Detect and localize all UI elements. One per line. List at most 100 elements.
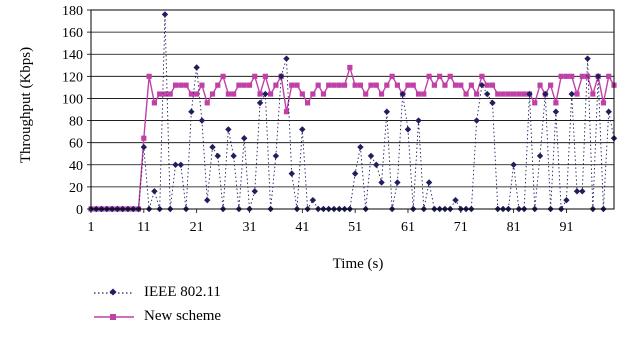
data-point-ieee-80211 [425, 179, 433, 186]
data-point-new-scheme [357, 82, 364, 88]
data-point-ieee-80211 [383, 108, 391, 115]
data-point-ieee-80211 [288, 170, 295, 177]
data-point-ieee-80211 [573, 188, 581, 195]
data-point-new-scheme [558, 73, 564, 79]
data-point-new-scheme [426, 73, 432, 79]
data-point-new-scheme [378, 91, 385, 97]
data-point-new-scheme [273, 82, 279, 88]
data-point-new-scheme [172, 82, 179, 88]
data-point-new-scheme [548, 82, 554, 88]
data-point-ieee-80211 [510, 161, 517, 168]
data-point-ieee-80211 [351, 170, 359, 177]
data-point-new-scheme [505, 91, 511, 97]
data-point-new-scheme [384, 82, 390, 88]
data-point-new-scheme [352, 82, 358, 88]
y-tick-labels: 0 20 40 60 80 100 120 140 160 180 [62, 4, 83, 218]
data-point-new-scheme [442, 82, 448, 88]
y-tick-label: 180 [62, 4, 83, 19]
data-point-new-scheme [294, 82, 300, 88]
data-point-new-scheme [368, 82, 374, 88]
data-point-new-scheme [199, 82, 205, 88]
data-point-ieee-80211 [489, 99, 496, 107]
data-point-ieee-80211 [230, 152, 237, 160]
y-tick-label: 40 [69, 159, 83, 174]
data-point-new-scheme [310, 91, 316, 97]
legend-swatch-ieee [94, 287, 134, 296]
data-point-new-scheme [162, 91, 168, 97]
data-point-ieee-80211 [563, 196, 570, 204]
data-point-new-scheme [347, 64, 353, 71]
data-point-new-scheme [215, 82, 221, 88]
data-point-ieee-80211 [277, 73, 285, 80]
data-point-new-scheme [373, 82, 379, 88]
data-point-ieee-80211 [262, 90, 269, 98]
data-point-new-scheme [458, 82, 464, 88]
data-point-ieee-80211 [198, 117, 206, 124]
data-point-new-scheme [194, 91, 200, 97]
data-point-new-scheme [553, 100, 559, 106]
data-point-ieee-80211 [161, 11, 169, 18]
data-point-ieee-80211 [526, 90, 533, 98]
legend-item-new-scheme: New scheme [92, 308, 221, 325]
data-point-ieee-80211 [299, 126, 306, 133]
data-point-ieee-80211 [478, 81, 486, 89]
data-point-new-scheme [252, 73, 258, 79]
data-point-new-scheme [468, 82, 474, 88]
plot-border [90, 9, 615, 210]
data-point-ieee-80211 [209, 143, 216, 151]
data-point-ieee-80211 [188, 108, 195, 115]
data-point-new-scheme [447, 73, 453, 79]
data-point-new-scheme [341, 82, 348, 88]
data-point-new-scheme [563, 73, 570, 79]
x-tick-label: 41 [295, 220, 309, 235]
data-point-new-scheme [574, 91, 580, 97]
data-point-ieee-80211 [193, 64, 200, 71]
data-point-ieee-80211 [484, 90, 491, 98]
x-tick-labels: 1 11 21 31 41 51 61 71 81 91 [88, 220, 574, 235]
data-point-ieee-80211 [151, 188, 158, 195]
data-point-new-scheme [315, 82, 321, 88]
data-point-ieee-80211 [373, 161, 380, 168]
data-point-ieee-80211 [172, 161, 179, 168]
legend-item-ieee: IEEE 802.11 [92, 284, 221, 301]
data-point-new-scheme [178, 82, 184, 88]
data-point-ieee-80211 [579, 188, 586, 195]
data-point-ieee-80211 [241, 135, 248, 142]
data-point-new-scheme [331, 82, 337, 88]
data-point-new-scheme [204, 100, 210, 106]
data-point-new-scheme [220, 73, 226, 79]
data-point-new-scheme [241, 82, 247, 88]
data-point-new-scheme [262, 73, 268, 79]
data-point-new-scheme [304, 100, 311, 106]
data-point-ieee-80211 [584, 55, 591, 62]
data-point-new-scheme [146, 73, 152, 79]
data-point-ieee-80211 [594, 73, 602, 80]
x-tick-label: 81 [507, 220, 521, 235]
data-point-new-scheme [320, 91, 327, 97]
data-point-new-scheme [474, 91, 480, 97]
data-point-ieee-80211 [452, 196, 459, 204]
data-point-new-scheme [389, 73, 395, 79]
x-tick-label: 51 [348, 220, 362, 235]
data-point-new-scheme [151, 100, 157, 106]
data-point-ieee-80211 [394, 179, 401, 186]
x-tick-label: 71 [454, 220, 468, 235]
data-point-new-scheme [405, 82, 411, 88]
x-axis-label: Time (s) [333, 256, 384, 272]
data-point-new-scheme [437, 73, 443, 79]
data-point-new-scheme [289, 82, 295, 88]
y-tick-label: 120 [62, 70, 83, 85]
data-point-new-scheme [299, 91, 305, 97]
data-point-ieee-80211 [568, 90, 575, 98]
data-point-ieee-80211 [204, 196, 211, 204]
data-point-new-scheme [495, 91, 501, 97]
data-point-new-scheme [537, 82, 543, 88]
x-tick-label: 1 [88, 220, 95, 235]
data-point-new-scheme [157, 91, 163, 97]
data-point-new-scheme [579, 73, 585, 79]
y-tick-label: 140 [62, 48, 83, 63]
data-point-new-scheme [188, 91, 194, 97]
data-point-new-scheme [452, 82, 459, 88]
data-point-ieee-80211 [552, 108, 560, 115]
data-point-new-scheme [521, 91, 527, 97]
